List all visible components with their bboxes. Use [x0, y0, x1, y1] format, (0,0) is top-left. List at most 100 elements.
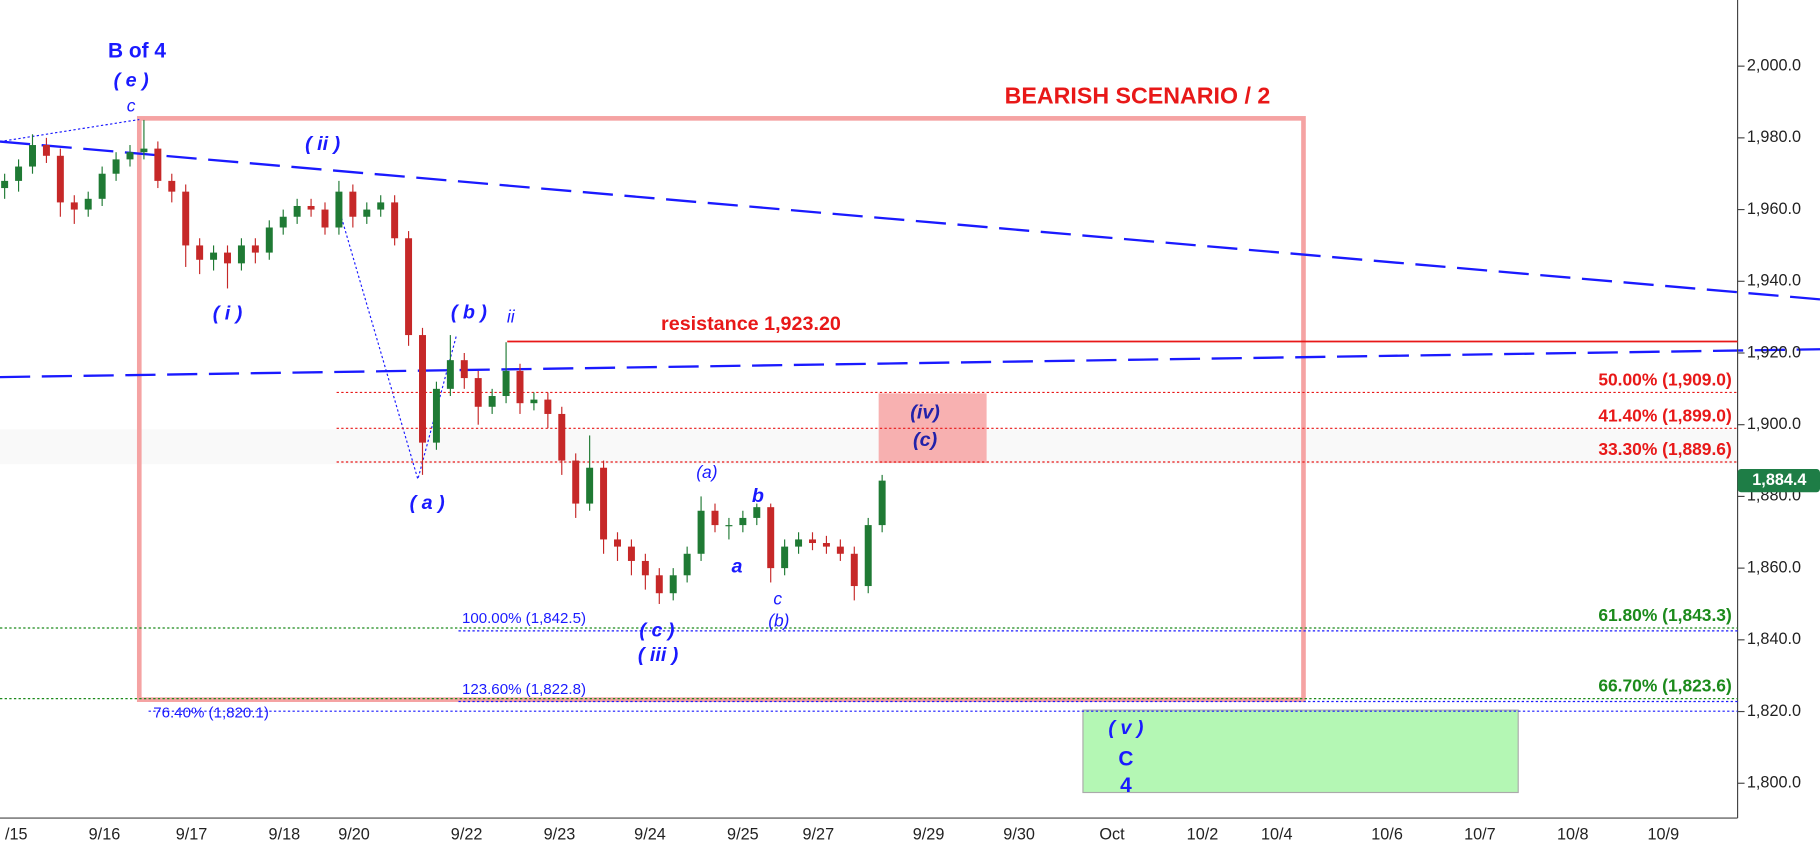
candle-body [446, 360, 454, 389]
candle-body [349, 191, 357, 217]
candle-body [405, 238, 413, 336]
candle-body [363, 209, 371, 217]
candle-body [795, 539, 803, 547]
candle-body [307, 205, 315, 210]
x-tick-label: 9/17 [176, 826, 208, 844]
candle-body [753, 507, 761, 518]
wave-line [0, 118, 140, 143]
y-tick-label: 1,960.0 [1747, 200, 1801, 218]
x-tick-label: 9/16 [89, 826, 121, 844]
candle-body [516, 370, 524, 404]
candle-body [56, 155, 64, 203]
x-tick-label: 9/23 [544, 826, 576, 844]
candle-body [335, 191, 343, 228]
wave-label: c [127, 95, 136, 115]
candle-body [711, 510, 719, 526]
candle-body [251, 245, 259, 253]
candle-body [265, 227, 273, 253]
x-tick-label: 9/24 [634, 826, 666, 844]
candle-body [377, 202, 385, 210]
candle-body [140, 148, 148, 153]
candle-body [15, 166, 23, 181]
candle-body [544, 399, 552, 414]
y-tick-label: 1,920.0 [1747, 343, 1801, 361]
candle-body [614, 539, 621, 547]
candle-body [641, 560, 649, 576]
wave-label: ii [507, 307, 516, 327]
candle-body [725, 525, 733, 527]
fib-label: 50.00% (1,909.0) [1598, 369, 1731, 389]
wave-label: ( ii ) [305, 133, 340, 155]
candle-body [669, 575, 677, 594]
y-tick-label: 1,980.0 [1747, 128, 1801, 146]
wave-label: B of 4 [108, 40, 166, 63]
price-tag-label: 1,884.4 [1752, 471, 1806, 489]
candle-body [126, 152, 134, 160]
candle-body [822, 543, 830, 547]
wave-label: C [1118, 748, 1133, 771]
y-tick-label: 1,840.0 [1747, 630, 1801, 648]
y-tick-label: 1,900.0 [1747, 415, 1801, 433]
candle-body [683, 553, 691, 576]
trendline [0, 348, 1820, 379]
candle-body [474, 378, 482, 407]
fib-label: 76.40% (1,820.1) [153, 704, 269, 721]
fib-label: 66.70% (1,823.6) [1598, 676, 1731, 696]
wave-label: (c) [913, 429, 937, 451]
candle-body [781, 546, 789, 569]
candle-body [697, 510, 705, 554]
x-tick-label: /15 [5, 826, 28, 844]
candle-body [655, 575, 663, 594]
scenario-title: BEARISH SCENARIO / 2 [1005, 83, 1271, 109]
wave-line [338, 208, 457, 482]
fib-label: 123.60% (1,822.8) [462, 681, 586, 698]
candle-body [600, 467, 608, 540]
x-tick-label: 10/7 [1464, 826, 1496, 844]
candle-body [809, 539, 816, 544]
trendline [0, 140, 1820, 301]
candle-body [182, 191, 190, 246]
wave-label: ( a ) [410, 492, 445, 514]
candle-body [419, 335, 426, 443]
x-tick-label: 9/18 [269, 826, 301, 844]
candle-body [391, 202, 399, 239]
y-tick-label: 1,820.0 [1747, 702, 1801, 720]
wave-label: a [732, 556, 743, 578]
x-tick-label: 10/9 [1647, 826, 1679, 844]
wave-label: 4 [1120, 774, 1132, 797]
wave-label: ( v ) [1108, 717, 1143, 739]
wave-label: (b) [768, 611, 789, 631]
candle-body [112, 159, 120, 174]
wave-label: ( e ) [114, 69, 149, 91]
wave-label: (a) [696, 462, 717, 482]
candle-body [488, 396, 496, 407]
x-tick-label: 9/30 [1003, 826, 1035, 844]
x-tick-label: 9/29 [913, 826, 945, 844]
candle-body [293, 205, 301, 217]
x-tick-label: 9/27 [802, 826, 834, 844]
fib-label: 33.30% (1,889.6) [1598, 439, 1731, 459]
candle-body [767, 507, 775, 569]
x-tick-label: 10/6 [1371, 826, 1403, 844]
candle-body [836, 546, 844, 554]
wave-label: b [752, 485, 764, 507]
wave-label: ( i ) [213, 303, 243, 325]
candle-body [29, 145, 36, 167]
candle-body [84, 198, 92, 210]
candle-body [558, 413, 566, 461]
wave-label: c [773, 588, 782, 608]
candle-body [739, 517, 747, 526]
candle-body [502, 370, 510, 397]
wave-label: ( b ) [451, 301, 487, 323]
candle-body [154, 148, 162, 181]
fib-label: 100.00% (1,842.5) [462, 610, 586, 627]
zone-band [0, 429, 1738, 465]
candle-body [572, 460, 580, 504]
candle-body [460, 360, 468, 379]
x-tick-label: 10/4 [1261, 826, 1293, 844]
y-tick-label: 2,000.0 [1747, 56, 1801, 74]
price-tag [1737, 469, 1820, 493]
candle-body [224, 252, 231, 264]
candle-body [864, 525, 872, 587]
scenario-box [136, 116, 1306, 702]
